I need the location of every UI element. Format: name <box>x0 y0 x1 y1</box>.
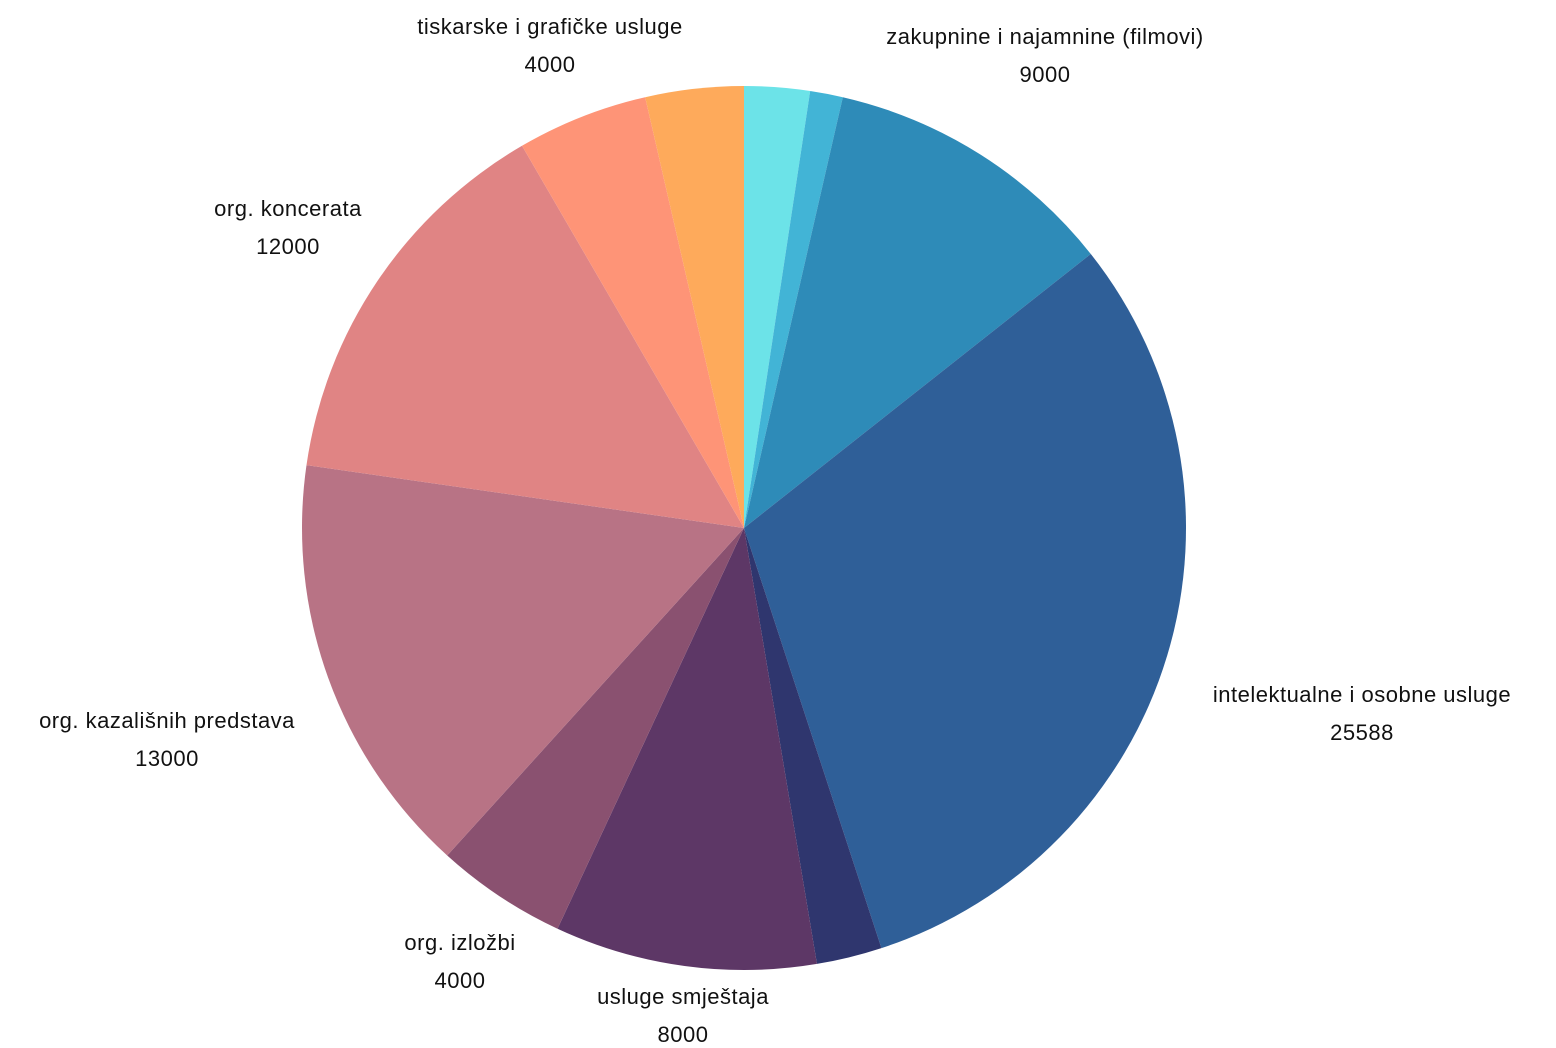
pie-slice <box>744 528 882 964</box>
slice-value: 8000 <box>658 1022 709 1047</box>
slice-value: 25588 <box>1330 720 1394 745</box>
slice-label: org. kazališnih predstava <box>39 708 295 733</box>
pie-slice <box>744 97 1091 528</box>
pie-slice <box>645 86 744 528</box>
pie-slice <box>557 528 817 971</box>
slice-label: usluge smještaja <box>597 984 769 1009</box>
pie-slice <box>522 97 744 528</box>
pie-slice <box>306 145 744 529</box>
slice-value: 4000 <box>435 968 486 993</box>
slice-value: 9000 <box>1020 62 1071 87</box>
pie-slice <box>744 90 843 528</box>
slice-label: intelektualne i osobne usluge <box>1213 682 1511 707</box>
slice-label: zakupnine i najamnine (filmovi) <box>886 24 1204 49</box>
slice-value: 4000 <box>525 52 576 77</box>
slice-value: 13000 <box>135 746 199 771</box>
pie-slice <box>447 528 744 929</box>
slice-label: tiskarske i grafičke usluge <box>417 14 682 39</box>
pie-slice <box>301 465 744 856</box>
pie-slice <box>744 86 811 528</box>
slice-label: org. koncerata <box>214 196 362 221</box>
pie-slice <box>744 253 1187 949</box>
slice-value: 12000 <box>256 234 320 259</box>
slice-label: org. izložbi <box>404 930 515 955</box>
